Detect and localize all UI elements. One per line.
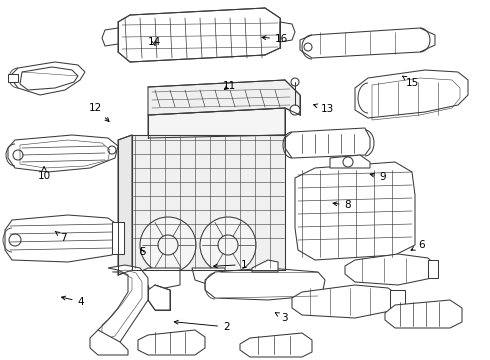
Polygon shape bbox=[102, 28, 118, 46]
Polygon shape bbox=[330, 155, 370, 168]
Polygon shape bbox=[148, 285, 170, 310]
Text: 1: 1 bbox=[214, 260, 247, 270]
Polygon shape bbox=[295, 162, 415, 260]
Circle shape bbox=[200, 217, 256, 273]
Text: 8: 8 bbox=[333, 200, 351, 210]
Bar bbox=[390, 290, 405, 312]
Polygon shape bbox=[132, 135, 285, 270]
Polygon shape bbox=[90, 330, 128, 355]
Polygon shape bbox=[192, 268, 225, 285]
Polygon shape bbox=[118, 135, 132, 275]
Text: 6: 6 bbox=[411, 240, 425, 250]
Polygon shape bbox=[280, 22, 295, 42]
Text: 16: 16 bbox=[262, 34, 289, 44]
Text: 12: 12 bbox=[89, 103, 109, 122]
Polygon shape bbox=[205, 268, 325, 300]
Bar bbox=[8, 74, 18, 82]
Polygon shape bbox=[8, 135, 118, 172]
Text: 5: 5 bbox=[139, 247, 146, 257]
Polygon shape bbox=[345, 254, 435, 285]
Polygon shape bbox=[98, 265, 148, 345]
Polygon shape bbox=[118, 8, 280, 62]
Polygon shape bbox=[385, 300, 462, 328]
Polygon shape bbox=[148, 80, 300, 115]
Bar bbox=[428, 260, 438, 278]
Text: 9: 9 bbox=[370, 172, 387, 183]
Polygon shape bbox=[5, 215, 118, 262]
Polygon shape bbox=[138, 330, 205, 355]
Circle shape bbox=[304, 43, 312, 51]
Polygon shape bbox=[300, 28, 435, 58]
Text: 10: 10 bbox=[38, 167, 50, 181]
Polygon shape bbox=[355, 70, 468, 118]
Text: 2: 2 bbox=[174, 320, 230, 332]
Polygon shape bbox=[12, 62, 85, 95]
Polygon shape bbox=[292, 285, 398, 318]
Text: 4: 4 bbox=[62, 296, 84, 307]
Text: 13: 13 bbox=[314, 104, 334, 114]
Text: 11: 11 bbox=[222, 81, 236, 91]
Circle shape bbox=[290, 105, 300, 115]
Polygon shape bbox=[252, 260, 278, 272]
Text: 3: 3 bbox=[275, 312, 288, 323]
Circle shape bbox=[140, 217, 196, 273]
Polygon shape bbox=[285, 128, 370, 158]
Polygon shape bbox=[240, 333, 312, 357]
Circle shape bbox=[343, 157, 353, 167]
Bar bbox=[112, 222, 124, 254]
Text: 7: 7 bbox=[55, 231, 67, 243]
Text: 14: 14 bbox=[147, 37, 161, 48]
Polygon shape bbox=[140, 268, 180, 290]
Polygon shape bbox=[148, 108, 285, 138]
Text: 15: 15 bbox=[403, 76, 419, 88]
